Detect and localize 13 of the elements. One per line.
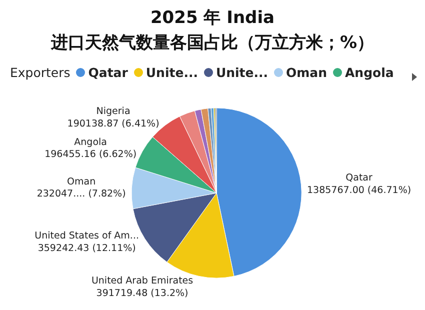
data-label: Oman 232047.... (7.82%) (36, 176, 126, 200)
legend-label: Unite... (146, 64, 198, 80)
data-label: Angola 196455.16 (6.62%) (44, 136, 137, 160)
legend-label: Unite... (216, 64, 268, 80)
chart-title: 2025 年 India 进口天然气数量各国占比（万立方米；%） (50, 7, 376, 55)
data-label: Nigeria 190138.87 (6.41%) (67, 106, 160, 130)
legend-title: Exporters (10, 64, 70, 80)
data-label: Qatar 1385767.00 (46.71%) (306, 172, 412, 196)
legend-label: Qatar (88, 64, 128, 80)
data-label: United States of Am... 359242.43 (12.11%) (34, 230, 140, 254)
data-label: United Arab Emirates 391719.48 (13.2%) (91, 276, 194, 300)
legend-label: Angola (345, 64, 394, 80)
legend-label: Oman (286, 64, 327, 80)
